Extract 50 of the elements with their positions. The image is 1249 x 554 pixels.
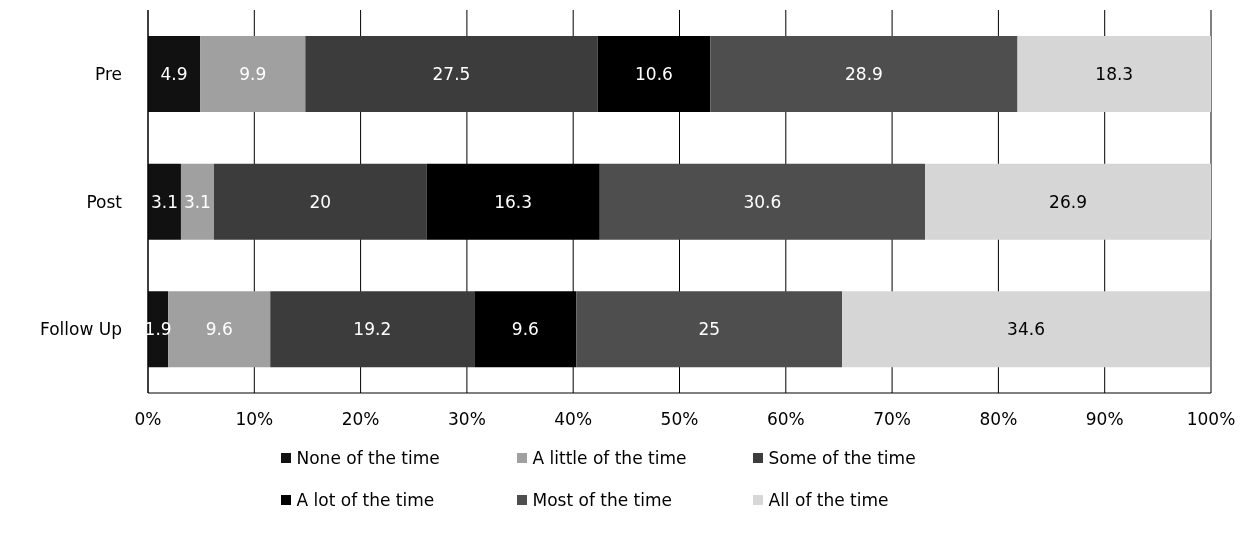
x-tick-label: 10%: [235, 409, 274, 430]
data-label: 30.6: [743, 191, 782, 212]
data-label: 3.1: [183, 191, 211, 212]
bar: [305, 36, 598, 112]
bar: [200, 36, 306, 112]
bar: [599, 163, 926, 240]
x-tick-label: 70%: [873, 409, 911, 430]
legend-label: Most of the time: [532, 490, 672, 510]
legend-label: All of the time: [768, 490, 889, 510]
bar: [710, 36, 1018, 112]
data-label: 19.2: [353, 319, 392, 340]
y-tick-label: Follow Up: [40, 319, 122, 340]
data-label: 4.9: [160, 64, 188, 85]
data-label: 16.3: [494, 191, 533, 212]
x-tick-label: 90%: [1085, 409, 1124, 430]
x-tick-label: 60%: [766, 409, 805, 430]
y-tick-label: Post: [86, 191, 123, 212]
data-label: 28.9: [845, 64, 883, 85]
x-tick-label: 80%: [979, 409, 1018, 430]
bar: [1017, 36, 1211, 112]
x-tick-label: 20%: [341, 409, 380, 430]
bar: [148, 163, 181, 240]
legend-label: Some of the time: [768, 448, 916, 468]
bar: [148, 36, 201, 112]
x-tick-label: 0%: [134, 409, 162, 430]
legend-label: A lot of the time: [296, 490, 435, 510]
legend-label: A little of the time: [532, 448, 687, 468]
data-label: 10.6: [635, 64, 673, 85]
data-label: 20: [309, 191, 332, 212]
bar: [180, 163, 214, 240]
data-label: 9.6: [205, 319, 233, 340]
data-label: 9.9: [239, 64, 267, 85]
x-tick-label: 50%: [660, 409, 699, 430]
x-tick-label: 30%: [448, 409, 486, 430]
data-label: 18.3: [1095, 64, 1134, 85]
bar: [270, 291, 475, 368]
bar: [576, 291, 843, 368]
data-label: 27.5: [432, 64, 471, 85]
bar: [925, 163, 1211, 240]
data-label: 34.6: [1007, 319, 1045, 340]
data-label: 9.6: [511, 319, 539, 340]
bar: [213, 163, 427, 240]
y-tick-label: Pre: [94, 63, 122, 84]
data-label: 26.9: [1049, 191, 1087, 212]
legend-label: None of the time: [296, 448, 440, 468]
data-label: 3.1: [150, 191, 178, 212]
data-label: 25: [698, 319, 721, 340]
bar: [842, 291, 1210, 368]
x-tick-label: 100%: [1186, 409, 1236, 430]
x-tick-label: 40%: [554, 409, 593, 430]
